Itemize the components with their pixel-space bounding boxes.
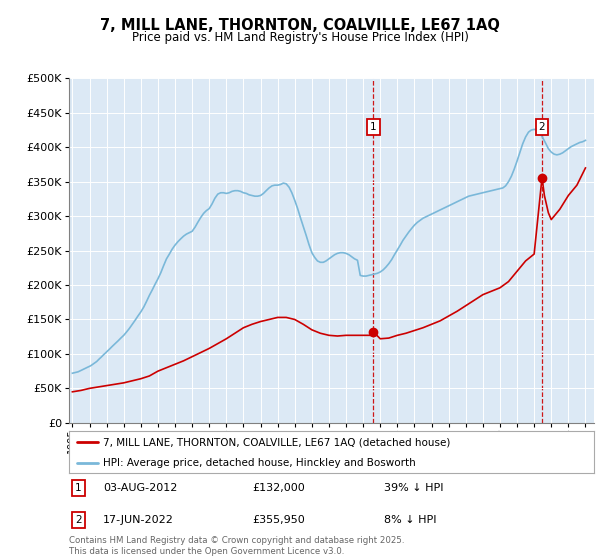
Text: HPI: Average price, detached house, Hinckley and Bosworth: HPI: Average price, detached house, Hinc… [103,458,416,468]
Text: Contains HM Land Registry data © Crown copyright and database right 2025.
This d: Contains HM Land Registry data © Crown c… [69,536,404,556]
Text: 8% ↓ HPI: 8% ↓ HPI [384,515,437,525]
Text: 03-AUG-2012: 03-AUG-2012 [103,483,178,493]
Text: 7, MILL LANE, THORNTON, COALVILLE, LE67 1AQ (detached house): 7, MILL LANE, THORNTON, COALVILLE, LE67 … [103,437,451,447]
Text: 7, MILL LANE, THORNTON, COALVILLE, LE67 1AQ: 7, MILL LANE, THORNTON, COALVILLE, LE67 … [100,18,500,32]
Text: Price paid vs. HM Land Registry's House Price Index (HPI): Price paid vs. HM Land Registry's House … [131,31,469,44]
Text: 2: 2 [539,122,545,132]
Text: £132,000: £132,000 [253,483,305,493]
Text: £355,950: £355,950 [253,515,305,525]
Text: 1: 1 [75,483,82,493]
Text: 2: 2 [75,515,82,525]
Text: 39% ↓ HPI: 39% ↓ HPI [384,483,443,493]
Text: 17-JUN-2022: 17-JUN-2022 [103,515,174,525]
Text: 1: 1 [370,122,377,132]
